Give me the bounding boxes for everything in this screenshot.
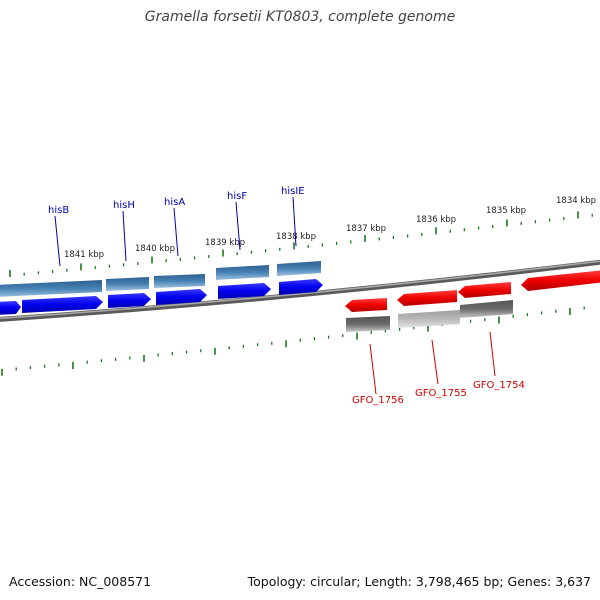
- cds-arrow: [156, 289, 207, 305]
- genome-backbone: [0, 259, 600, 322]
- plus-strand-genes: [0, 261, 321, 297]
- scale-label: 1838 kbp: [276, 232, 316, 242]
- scale-label: 1840 kbp: [135, 244, 175, 254]
- accession-text: Accession: NC_008571: [9, 574, 152, 589]
- gene-label: hisH: [113, 200, 135, 211]
- gene-label: GFO_1754: [473, 380, 525, 391]
- scale-label: 1839 kbp: [205, 238, 245, 248]
- scale-label: 1841 kbp: [64, 250, 104, 260]
- scale-ticks-outer: [9, 211, 593, 277]
- cds-arrow: [0, 301, 21, 315]
- gene-label-leaders: [54, 196, 496, 395]
- gene-label: GFO_1755: [415, 388, 467, 399]
- scale-label: 1835 kbp: [486, 206, 526, 216]
- cds-arrow: [279, 279, 323, 295]
- gene-bar: [346, 316, 390, 332]
- scale-label: 1837 kbp: [346, 224, 386, 234]
- minus-strand-cds: [345, 270, 600, 312]
- cds-arrow: [397, 290, 457, 306]
- cds-arrow: [218, 283, 271, 299]
- cds-arrow: [108, 293, 151, 308]
- map-title: Gramella forsetii KT0803, complete genom…: [144, 9, 456, 25]
- gene-label: hisA: [164, 197, 185, 208]
- gene-bar: [216, 265, 269, 280]
- cds-arrow: [458, 282, 511, 298]
- scale-label: 1834 kbp: [556, 196, 596, 206]
- cds-arrow: [345, 298, 387, 312]
- scale-labels: 1841 kbp 1840 kbp 1839 kbp 1838 kbp 1837…: [64, 196, 596, 260]
- gene-bar: [460, 300, 513, 318]
- gene-bar: [0, 280, 102, 297]
- gene-label: hisB: [48, 205, 69, 216]
- genome-summary-text: Topology: circular; Length: 3,798,465 bp…: [247, 574, 591, 589]
- gene-bar: [106, 277, 149, 291]
- cds-arrow: [22, 296, 103, 313]
- gene-label: hisF: [227, 191, 247, 202]
- gene-labels-minus: GFO_1756 GFO_1755 GFO_1754: [352, 380, 525, 406]
- cds-arrow: [521, 270, 600, 291]
- gene-bar: [398, 310, 460, 328]
- gene-bar: [154, 274, 205, 288]
- scale-label: 1836 kbp: [416, 215, 456, 225]
- gene-labels-plus: hisB hisH hisA hisF hisIE: [48, 186, 305, 216]
- minus-strand-genes: [346, 300, 513, 332]
- gene-label: hisIE: [281, 186, 305, 197]
- gene-label: GFO_1756: [352, 395, 404, 406]
- scale-ticks-inner: [1, 306, 585, 376]
- plus-strand-cds: [0, 279, 323, 315]
- gene-bar: [277, 261, 321, 276]
